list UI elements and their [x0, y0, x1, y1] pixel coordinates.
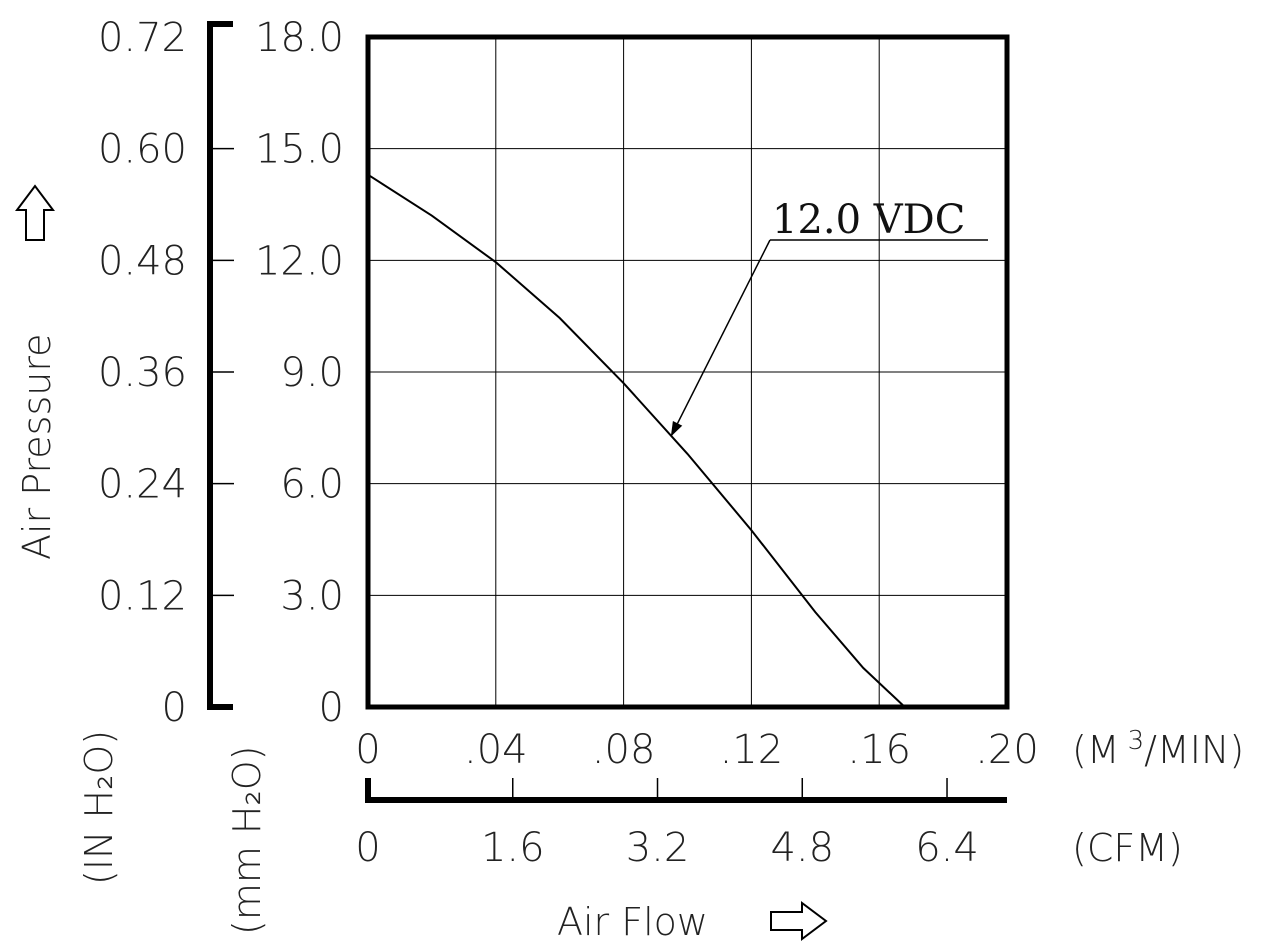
y-tick-label-mm: 15.0: [255, 127, 344, 173]
curve-annotation: 12.0 VDC: [772, 197, 965, 243]
x-unit-label: (M 3/MIN): [1072, 726, 1244, 772]
x-tick-label: 0: [355, 727, 380, 773]
x-axis-title: Air Flow: [557, 900, 828, 943]
x-tick-label: .08: [592, 727, 656, 773]
y-tick-label-mm: 18.0: [255, 15, 344, 61]
y-unit-in-label: (IN H₂O): [77, 730, 121, 885]
x-tick-label: .04: [464, 727, 528, 773]
cfm-tick-marks: [512, 778, 948, 800]
arrow-up-icon: [15, 184, 55, 241]
cfm-tick-label: 0: [355, 825, 380, 871]
series-line-12vdc: [367, 173, 906, 708]
x-tick-label: .20: [975, 727, 1039, 773]
cfm-scale-bar: [365, 778, 1007, 803]
grid: [368, 37, 1007, 707]
cfm-tick-label: 3.2: [626, 825, 690, 871]
cfm-tick-label: 4.8: [770, 825, 834, 871]
x-tick-label: .16: [847, 727, 911, 773]
annotation-arrow: [670, 239, 771, 437]
y-tick-label-in: 0: [162, 685, 187, 731]
plot-frame: [365, 34, 1010, 710]
x-axis-label: Air Flow: [557, 900, 708, 943]
y-tick-label-mm: 12.0: [255, 238, 344, 284]
cfm-tick-label: 1.6: [481, 825, 545, 871]
cfm-tick-label: 6.4: [915, 825, 979, 871]
y-axis-label: Air Pressure: [15, 333, 59, 560]
y-tick-label-in: 0.48: [98, 238, 187, 284]
y-tick-label-mm: 0: [319, 685, 344, 731]
y-tick-label-mm: 6.0: [280, 462, 344, 508]
y-axis-title: Air Pressure: [15, 184, 59, 560]
y-tick-label-in: 0.24: [98, 462, 187, 508]
cfm-unit-label: (CFM): [1072, 826, 1183, 870]
y-unit-mm-label: (mm H₂O): [225, 746, 269, 935]
y-tick-label-in: 0.72: [98, 15, 187, 61]
y-tick-label-mm: 3.0: [280, 573, 344, 619]
y-tick-label-in: 0.12: [98, 573, 187, 619]
arrow-right-icon: [770, 901, 828, 941]
y-tick-label-in: 0.36: [98, 350, 187, 396]
x-tick-label: .12: [720, 727, 784, 773]
y-tick-label-mm: 9.0: [280, 350, 344, 396]
y-tick-label-in: 0.60: [98, 127, 187, 173]
pressure-scale-bracket: [207, 21, 233, 710]
y-tick-marks: [210, 147, 234, 597]
